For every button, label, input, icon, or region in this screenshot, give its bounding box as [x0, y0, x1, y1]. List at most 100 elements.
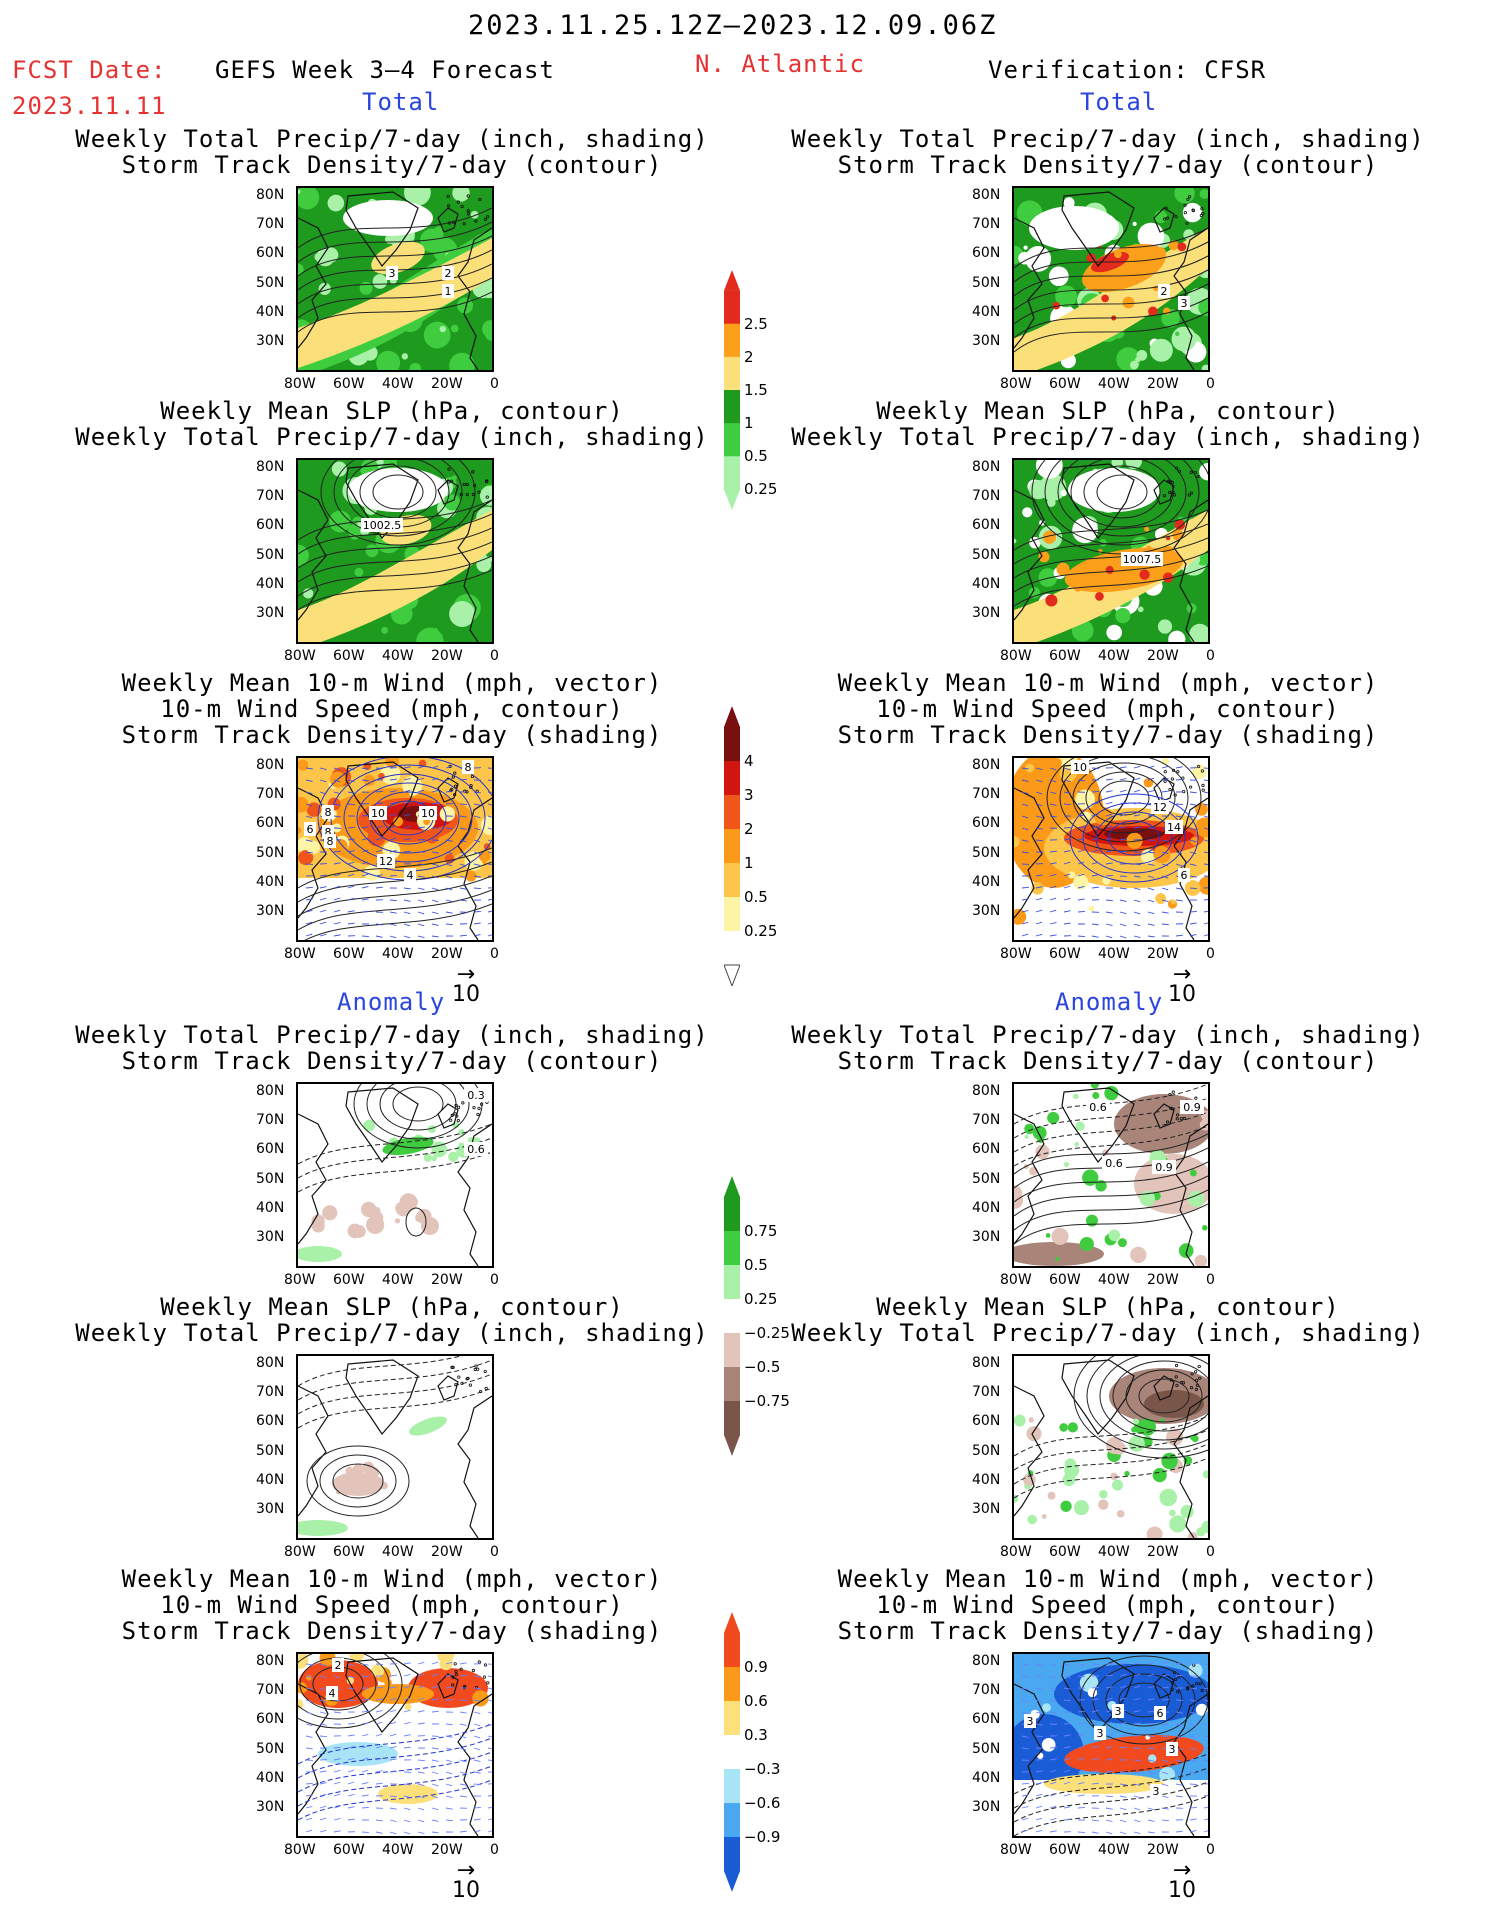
lon-tick-label: 0 — [490, 1272, 499, 1288]
lon-tick-label: 60W — [1049, 648, 1081, 664]
lon-tick-label: 20W — [431, 376, 463, 392]
lon-tick-label: 0 — [490, 376, 499, 392]
lon-tick-label: 40W — [382, 946, 414, 962]
lon-tick-label: 60W — [333, 376, 365, 392]
lat-tick-label: 30N — [256, 605, 285, 621]
lon-tick-label: 40W — [1098, 1272, 1130, 1288]
colorbar-swatch — [724, 1837, 740, 1872]
lat-tick-label: 40N — [256, 873, 285, 890]
map-plot — [298, 1356, 492, 1538]
lat-tick-label: 30N — [972, 1501, 1001, 1517]
panel-title-line: Weekly Total Precip/7-day (inch, shading… — [75, 1319, 709, 1347]
reference-value: 10 — [1168, 1878, 1196, 1903]
lon-tick-label: 80W — [1000, 376, 1032, 392]
colorbar-swatch — [724, 1701, 740, 1736]
vector-reference: → 10 — [446, 964, 486, 1008]
colorbar-label: 0.6 — [744, 1692, 768, 1710]
lon-tick-label: 40W — [1098, 946, 1130, 962]
lat-tick-label: 70N — [972, 1682, 1001, 1699]
lon-tick-label: 0 — [490, 1842, 499, 1858]
contour-label: 0.6 — [1105, 1157, 1123, 1170]
verification-title: Verification: CFSR — [988, 56, 1267, 84]
lat-tick-label: 50N — [972, 1442, 1001, 1459]
lon-tick-label: 80W — [1000, 648, 1032, 664]
colorbar-label: −0.6 — [744, 1794, 781, 1812]
colorbar-swatch — [724, 1667, 740, 1702]
fcst-date-label: FCST Date: — [12, 56, 167, 84]
colorbar-swatches — [724, 1612, 740, 1892]
contour-label: 3 — [1027, 1715, 1034, 1728]
lat-tick-label: 80N — [256, 1355, 285, 1371]
colorbar-label: 0.25 — [744, 1290, 778, 1308]
lat-tick-label: 30N — [972, 903, 1001, 919]
contour-label: 1007.5 — [1123, 553, 1162, 566]
contour-label: 8 — [325, 806, 332, 819]
colorbar-label: −0.75 — [744, 1392, 790, 1410]
lat-tick-label: 30N — [256, 333, 285, 349]
lon-tick-label: 60W — [333, 648, 365, 664]
lat-tick-label: 40N — [972, 303, 1001, 320]
lon-tick-label: 0 — [1206, 946, 1215, 962]
lat-tick-label: 70N — [256, 216, 285, 233]
lat-tick-label: 30N — [256, 1229, 285, 1245]
lat-tick-label: 40N — [972, 873, 1001, 890]
panel-title-line: Storm Track Density/7-day (contour) — [121, 151, 663, 179]
contour-label: 0.9 — [1155, 1161, 1173, 1174]
colorbar-swatch — [724, 1176, 740, 1197]
map-panel — [1012, 1354, 1210, 1540]
lon-tick-label: 60W — [333, 1272, 365, 1288]
colorbar-swatch — [724, 1299, 740, 1334]
lat-tick-label: 40N — [256, 575, 285, 592]
lat-tick-label: 50N — [972, 274, 1001, 291]
lon-tick-label: 20W — [1147, 648, 1179, 664]
lat-tick-label: 50N — [972, 1170, 1001, 1187]
panel-title-line: 10-m Wind Speed (mph, contour) — [160, 695, 624, 723]
reference-arrow-icon: → — [456, 1858, 476, 1883]
panel-title-line: Weekly Total Precip/7-day (inch, shading… — [75, 423, 709, 451]
contour-label: 1002.5 — [363, 519, 402, 532]
lon-tick-label: 80W — [284, 946, 316, 962]
colorbar-swatch — [724, 356, 740, 391]
lon-tick-label: 80W — [1000, 1842, 1032, 1858]
colorbar-label: 3 — [744, 786, 754, 804]
panel-title-line: Weekly Total Precip/7-day (inch, shading… — [75, 125, 709, 153]
panel-title-line: Weekly Mean SLP (hPa, contour) — [160, 1293, 624, 1321]
lon-tick-label: 0 — [1206, 1842, 1215, 1858]
colorbar-label: 2 — [744, 347, 754, 366]
reference-arrow-icon: → — [1172, 962, 1192, 987]
lat-tick-label: 30N — [972, 1799, 1001, 1815]
colorbar-swatch — [724, 1735, 740, 1770]
contour-label: 10 — [421, 807, 435, 820]
colorbar-swatch — [724, 1769, 740, 1804]
lat-tick-label: 50N — [972, 844, 1001, 861]
map-panel: 3 2 1 — [296, 186, 494, 372]
lat-tick-label: 60N — [256, 1413, 285, 1430]
lat-tick-label: 30N — [256, 903, 285, 919]
colorbar-swatch — [724, 1197, 740, 1232]
reference-value: 10 — [1168, 982, 1196, 1007]
colorbar-swatch — [724, 897, 740, 932]
lon-tick-label: 40W — [382, 1272, 414, 1288]
lon-tick-label: 60W — [333, 946, 365, 962]
lat-tick-label: 70N — [256, 1384, 285, 1401]
map-plot: 3 2 1 — [298, 188, 492, 370]
map-panel: 1007.5 — [1012, 458, 1210, 644]
reference-value: 10 — [452, 982, 480, 1007]
contour-label: 0.6 — [467, 1143, 485, 1156]
lat-tick-label: 80N — [256, 1653, 285, 1669]
colorbar-swatches — [724, 1176, 740, 1456]
contour-label: 14 — [1167, 821, 1181, 834]
contour-label: 2 — [445, 267, 452, 280]
lon-tick-label: 80W — [1000, 946, 1032, 962]
lon-tick-label: 0 — [490, 946, 499, 962]
colorbar-swatch — [724, 761, 740, 796]
contour-label: 12 — [1153, 801, 1167, 814]
colorbar-swatches — [724, 270, 740, 510]
lon-tick-label: 40W — [1098, 1842, 1130, 1858]
panel-title-line: Storm Track Density/7-day (shading) — [837, 721, 1379, 749]
contour-label: 2 — [1161, 285, 1168, 298]
vector-reference: → 10 — [1162, 1860, 1202, 1904]
contour-label: 1 — [445, 285, 452, 298]
